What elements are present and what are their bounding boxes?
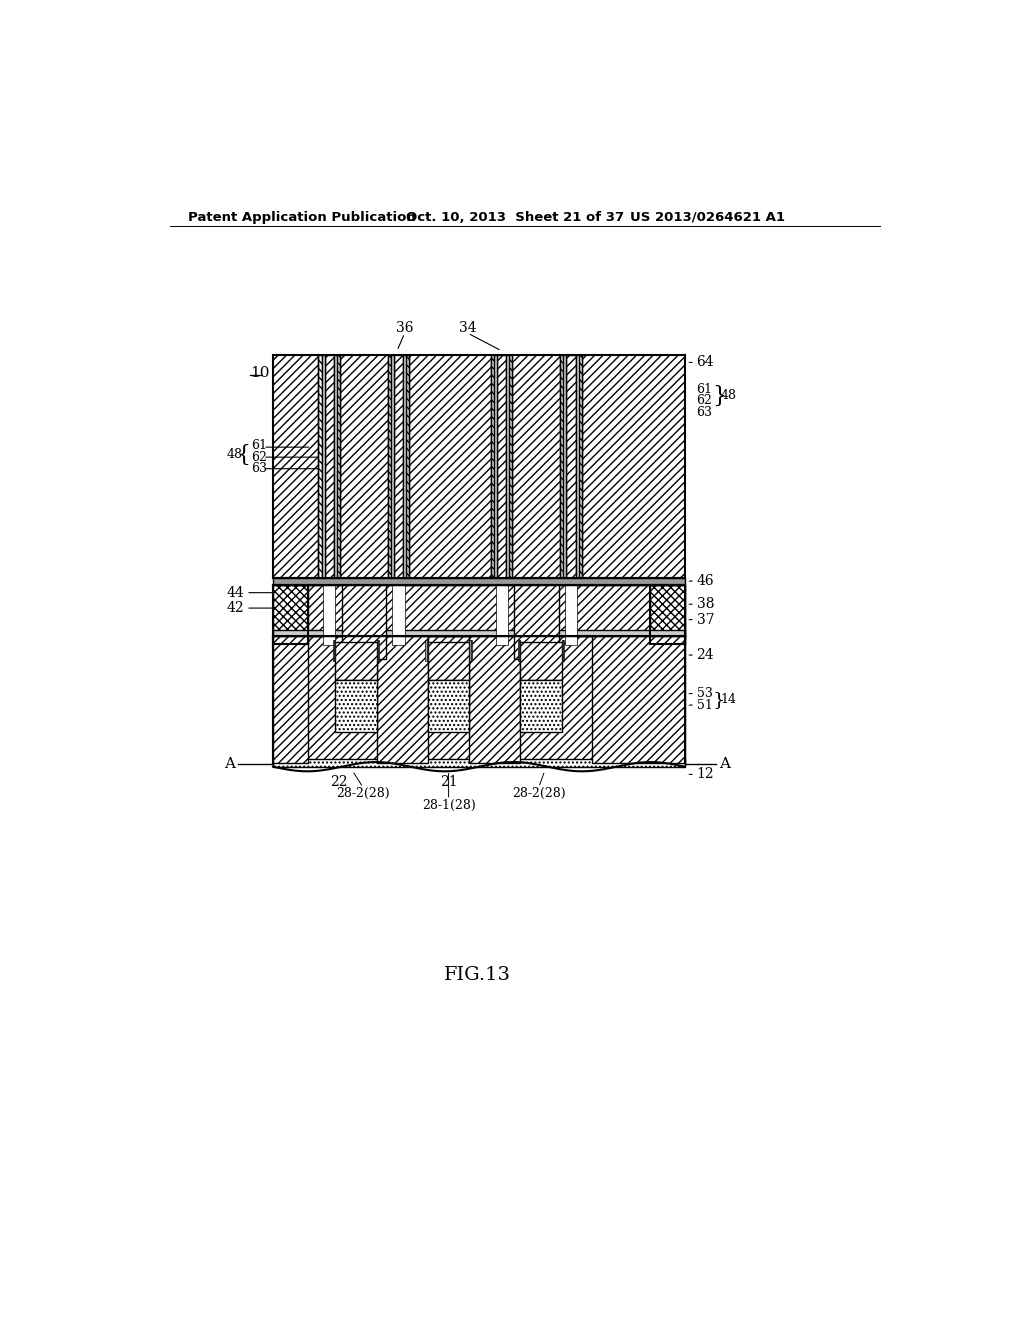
Bar	[388, 355, 410, 578]
Bar	[336, 642, 377, 681]
Bar	[565, 585, 578, 645]
Text: FIG.13: FIG.13	[443, 966, 511, 983]
Bar	[318, 355, 340, 578]
Bar	[496, 585, 508, 645]
Text: 34: 34	[459, 321, 476, 335]
Bar	[592, 636, 685, 763]
Text: 36: 36	[396, 321, 414, 335]
Bar	[273, 636, 685, 763]
Text: 24: 24	[696, 648, 714, 663]
Bar	[562, 640, 563, 661]
Bar	[273, 585, 685, 636]
Text: 61: 61	[252, 440, 267, 453]
Text: 46: 46	[696, 574, 714, 589]
Bar	[325, 355, 334, 578]
Bar	[273, 759, 685, 767]
Bar	[428, 642, 469, 681]
Text: 28-1(28): 28-1(28)	[422, 799, 475, 812]
Text: 48: 48	[226, 449, 243, 462]
Text: 53: 53	[696, 686, 713, 700]
Bar	[273, 630, 685, 636]
Bar	[469, 640, 472, 661]
Text: 63: 63	[696, 407, 713, 418]
Text: US 2013/0264621 A1: US 2013/0264621 A1	[630, 211, 784, 224]
Text: A: A	[719, 756, 730, 771]
Text: 37: 37	[696, 612, 714, 627]
Text: 63: 63	[252, 462, 267, 475]
Bar	[377, 636, 428, 763]
Bar	[560, 355, 582, 578]
Bar	[336, 681, 377, 733]
Text: 51: 51	[696, 698, 713, 711]
Text: }: }	[713, 384, 727, 407]
Bar	[562, 640, 564, 661]
Text: }: }	[713, 690, 725, 709]
Text: 12: 12	[696, 767, 714, 781]
Bar	[650, 585, 685, 644]
Bar	[520, 642, 562, 681]
Bar	[425, 640, 428, 661]
Text: 61: 61	[696, 383, 713, 396]
Text: Patent Application Publication: Patent Application Publication	[188, 211, 416, 224]
Text: 44: 44	[226, 586, 245, 599]
Bar	[377, 640, 379, 661]
Text: 28-2(28): 28-2(28)	[336, 787, 390, 800]
Bar	[490, 355, 512, 578]
Text: 64: 64	[696, 355, 714, 370]
Text: 62: 62	[696, 395, 713, 408]
Bar	[494, 355, 509, 578]
Bar	[560, 355, 582, 578]
Bar	[318, 355, 340, 578]
Bar	[391, 355, 407, 578]
Bar	[497, 355, 506, 578]
Bar	[273, 585, 307, 644]
Bar	[394, 355, 403, 578]
Bar	[520, 681, 562, 733]
Bar	[650, 585, 685, 644]
Text: Oct. 10, 2013  Sheet 21 of 37: Oct. 10, 2013 Sheet 21 of 37	[407, 211, 625, 224]
Bar	[333, 640, 336, 661]
Text: {: {	[236, 444, 250, 466]
Text: 28-2(28): 28-2(28)	[512, 787, 565, 800]
Text: 21: 21	[439, 775, 458, 789]
Bar	[469, 640, 470, 661]
Text: 10: 10	[250, 367, 269, 380]
Bar	[273, 578, 685, 585]
Bar	[563, 355, 579, 578]
Bar	[490, 355, 512, 578]
Bar	[469, 636, 520, 763]
Bar	[518, 640, 520, 661]
Text: 22: 22	[330, 775, 347, 789]
Text: 42: 42	[227, 601, 245, 615]
Bar	[428, 681, 469, 733]
Bar	[334, 640, 336, 661]
Bar	[322, 355, 337, 578]
Text: 48: 48	[720, 389, 736, 403]
Bar	[323, 585, 336, 645]
Bar	[519, 640, 520, 661]
Bar	[427, 640, 428, 661]
Bar	[514, 581, 559, 659]
Text: A: A	[224, 756, 236, 771]
Bar	[566, 355, 575, 578]
Bar	[273, 585, 307, 644]
Bar	[377, 640, 378, 661]
Bar	[388, 355, 410, 578]
Bar	[273, 636, 308, 763]
Bar	[392, 585, 404, 645]
Text: 14: 14	[720, 693, 736, 706]
Bar	[273, 355, 685, 578]
Text: 62: 62	[252, 450, 267, 463]
Bar	[342, 581, 386, 659]
Text: 38: 38	[696, 597, 714, 611]
